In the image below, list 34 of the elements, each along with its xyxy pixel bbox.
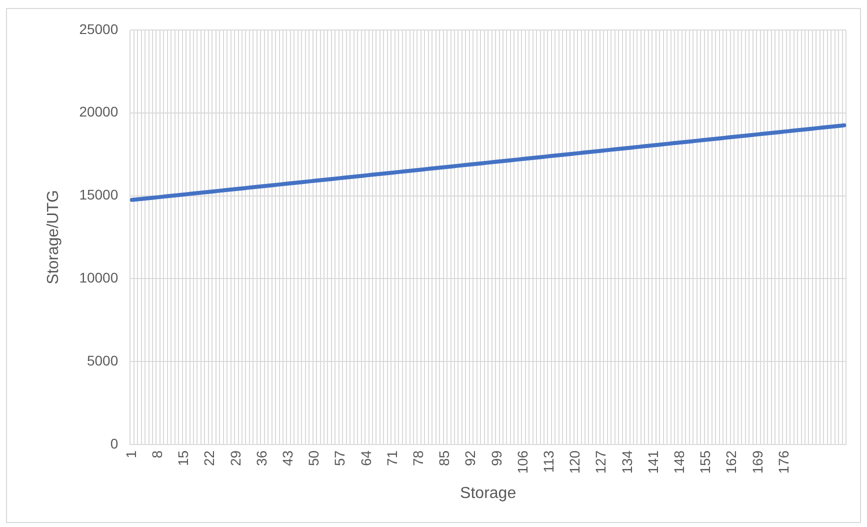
- y-tick-label: 10000: [79, 270, 118, 286]
- x-tick-label: 120: [566, 450, 583, 474]
- x-tick-label: 169: [749, 450, 766, 474]
- x-tick-label: 85: [436, 450, 452, 466]
- x-tick-label: 8: [148, 450, 165, 458]
- x-tick-label: 176: [775, 450, 792, 474]
- x-tick-label: 43: [279, 450, 296, 466]
- x-tick-label: 113: [540, 450, 556, 473]
- x-tick-label: 162: [723, 450, 740, 474]
- y-tick-label: 5000: [86, 352, 118, 368]
- x-tick-label: 36: [253, 450, 270, 466]
- x-tick-label: 99: [488, 450, 504, 466]
- x-axis-title: Storage: [460, 484, 516, 502]
- x-tick-label: 155: [697, 450, 714, 474]
- y-axis-title: Storage/UTG: [45, 190, 62, 284]
- x-tick-label: 50: [306, 450, 322, 466]
- x-tick-label: 1: [122, 450, 139, 458]
- y-tick-label: 25000: [79, 20, 118, 37]
- x-tick-label: 141: [644, 450, 661, 474]
- x-tick-label: 78: [410, 450, 426, 466]
- y-tick-label: 15000: [79, 186, 118, 203]
- x-tick-label: 92: [462, 450, 478, 466]
- x-tick-label: 64: [358, 450, 374, 466]
- y-tick-label: 0: [110, 435, 118, 452]
- x-tick-label: 134: [618, 450, 635, 474]
- x-tick-label: 148: [670, 450, 687, 474]
- x-tick-label: 71: [384, 450, 400, 466]
- x-tick-label: 22: [201, 450, 218, 466]
- x-tick-label: 127: [592, 450, 609, 474]
- x-tick-label: 106: [514, 450, 530, 474]
- y-tick-label: 20000: [79, 104, 118, 120]
- x-tick-label: 29: [227, 450, 244, 466]
- x-tick-label: 15: [175, 450, 192, 466]
- x-tick-label: 57: [332, 450, 348, 466]
